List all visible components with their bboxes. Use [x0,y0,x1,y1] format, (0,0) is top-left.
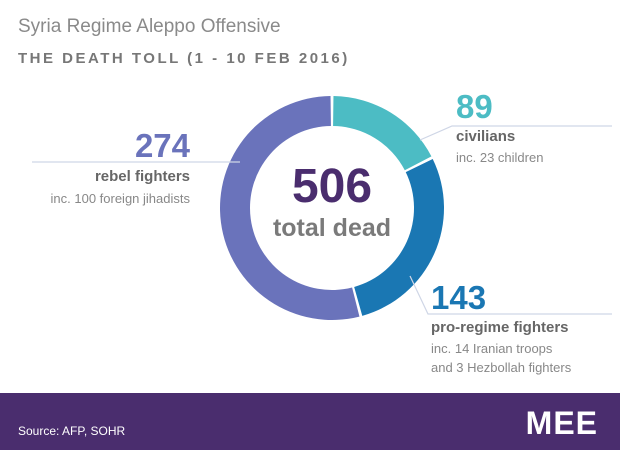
pro-regime-label: pro-regime fighters [431,319,569,336]
mee-logo: MEE [525,405,598,441]
civilians-value: 89 [456,88,493,125]
page-subtitle: THE DEATH TOLL (1 - 10 FEB 2016) [18,50,350,67]
civilians-note: inc. 23 children [456,150,543,165]
pro-regime-leader-line [409,275,612,315]
civilians-label: civilians [456,128,515,145]
rebel-value: 274 [135,127,191,164]
rebel-note: inc. 100 foreign jihadists [51,191,191,206]
total-value: 506 [292,160,372,213]
page-title: Syria Regime Aleppo Offensive [18,16,281,37]
civilians-slice [333,96,432,171]
pro-regime-value: 143 [431,279,486,316]
pro-regime-note-2: and 3 Hezbollah fighters [431,360,572,375]
donut-chart: 506 total dead 89 civilians inc. 23 chil… [32,88,612,375]
pro-regime-slice [354,159,444,316]
source-note: Source: AFP, SOHR [18,424,126,438]
pro-regime-note-1: inc. 14 Iranian troops [431,341,553,356]
rebel-slice [220,96,360,320]
rebel-label: rebel fighters [95,168,190,185]
civilians-leader-line [419,125,612,141]
footer-bar: Source: AFP, SOHR MEE [0,393,620,450]
total-label: total dead [273,214,391,242]
